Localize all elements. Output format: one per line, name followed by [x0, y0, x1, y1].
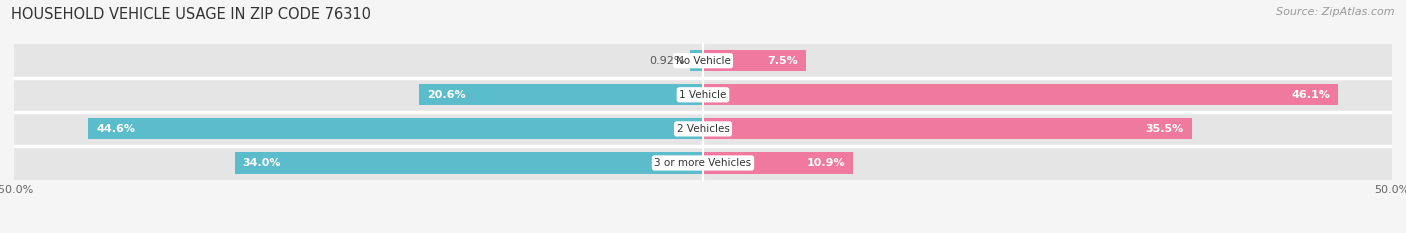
Text: No Vehicle: No Vehicle [675, 56, 731, 66]
Bar [703, 152, 853, 174]
Bar [703, 84, 1339, 105]
Text: 46.1%: 46.1% [1291, 90, 1330, 100]
Text: 3 or more Vehicles: 3 or more Vehicles [654, 158, 752, 168]
Bar [419, 84, 703, 105]
Text: Source: ZipAtlas.com: Source: ZipAtlas.com [1277, 7, 1395, 17]
Text: 35.5%: 35.5% [1146, 124, 1184, 134]
Bar [690, 50, 703, 71]
Text: 34.0%: 34.0% [243, 158, 281, 168]
Text: 2 Vehicles: 2 Vehicles [676, 124, 730, 134]
Text: 20.6%: 20.6% [427, 90, 465, 100]
Text: 7.5%: 7.5% [768, 56, 799, 66]
Bar [14, 78, 1392, 112]
Text: 10.9%: 10.9% [806, 158, 845, 168]
Text: 44.6%: 44.6% [97, 124, 136, 134]
Bar [703, 118, 1192, 140]
Text: 1 Vehicle: 1 Vehicle [679, 90, 727, 100]
Bar [703, 50, 807, 71]
Bar [14, 112, 1392, 146]
Text: 0.92%: 0.92% [650, 56, 685, 66]
Bar [235, 152, 703, 174]
Text: HOUSEHOLD VEHICLE USAGE IN ZIP CODE 76310: HOUSEHOLD VEHICLE USAGE IN ZIP CODE 7631… [11, 7, 371, 22]
Bar [14, 44, 1392, 78]
Bar [89, 118, 703, 140]
Bar [14, 146, 1392, 180]
